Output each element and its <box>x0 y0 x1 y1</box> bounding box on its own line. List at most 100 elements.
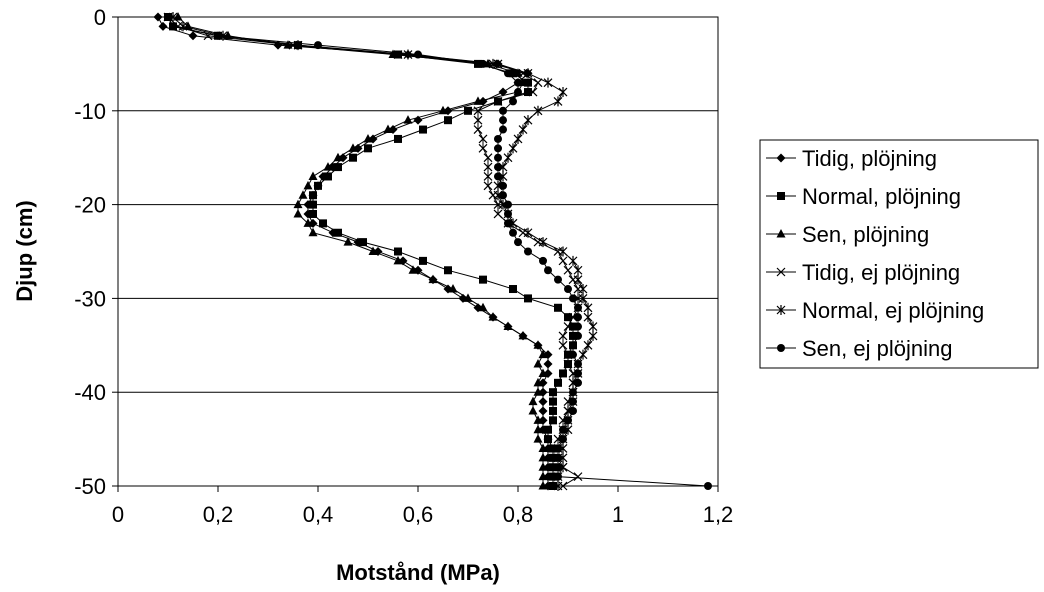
x-tick-label: 1 <box>612 502 624 527</box>
data-point <box>538 237 548 248</box>
data-point <box>549 482 557 490</box>
data-point <box>494 134 502 143</box>
legend-label: Sen, ej plöjning <box>802 336 952 361</box>
data-point <box>473 115 483 125</box>
data-point <box>549 416 557 425</box>
data-point <box>414 50 422 59</box>
legend-label: Tidig, ej plöjning <box>802 260 960 285</box>
data-point <box>518 330 528 340</box>
data-point <box>483 172 493 181</box>
data-point <box>483 162 493 172</box>
data-point <box>559 435 567 444</box>
data-point <box>533 78 543 88</box>
data-point <box>568 255 578 266</box>
data-point <box>419 125 427 134</box>
data-point <box>494 163 502 172</box>
data-point <box>473 106 483 116</box>
data-point <box>438 105 448 115</box>
data-point <box>394 247 402 256</box>
data-point <box>473 125 483 134</box>
data-point <box>574 369 582 378</box>
y-axis: 0 -10 -20 -30 -40 -50 <box>74 5 118 499</box>
legend-frame <box>759 139 1039 369</box>
data-point <box>324 172 332 181</box>
data-point <box>403 115 413 124</box>
data-point <box>499 116 507 125</box>
data-point <box>549 453 557 462</box>
data-point <box>549 388 557 397</box>
y-axis-title: Djup (cm) <box>12 200 37 301</box>
data-point <box>518 124 528 135</box>
data-point <box>479 59 487 68</box>
data-point <box>558 256 568 266</box>
data-point <box>523 68 533 79</box>
data-point <box>554 275 562 284</box>
data-point <box>523 115 533 126</box>
data-point <box>494 153 502 162</box>
data-point <box>513 68 523 77</box>
data-point <box>583 312 593 323</box>
data-point <box>543 359 553 369</box>
data-point <box>549 444 557 453</box>
data-point <box>348 143 358 152</box>
data-point <box>549 397 557 406</box>
legend-item: Sen, plöjning <box>766 222 929 247</box>
data-point <box>293 199 303 209</box>
data-point <box>364 144 372 153</box>
data-point <box>293 208 303 218</box>
data-point <box>569 397 577 406</box>
data-point <box>564 285 572 294</box>
x-axis-title: Motstånd (MPa) <box>336 560 500 585</box>
data-point <box>509 228 517 237</box>
x-tick-label: 1,2 <box>703 502 734 527</box>
data-point <box>533 424 543 434</box>
y-tick-label: 0 <box>94 5 106 30</box>
data-point <box>574 303 582 312</box>
data-point <box>588 330 598 341</box>
legend-item: Normal, plöjning <box>766 184 961 209</box>
data-point <box>504 69 512 78</box>
data-point <box>408 265 418 274</box>
data-point <box>573 274 583 285</box>
data-point <box>473 96 483 105</box>
data-point <box>524 78 532 87</box>
data-point <box>528 87 538 97</box>
data-point <box>448 284 458 293</box>
data-point <box>559 425 567 434</box>
data-point <box>533 105 543 116</box>
data-point <box>173 12 183 21</box>
data-point <box>479 275 487 284</box>
legend-label: Normal, plöjning <box>802 184 961 209</box>
data-point <box>513 133 523 144</box>
data-point <box>394 134 402 143</box>
legend-item: Tidig, ej plöjning <box>766 260 960 285</box>
data-point <box>543 77 553 88</box>
data-point <box>514 88 522 97</box>
data-point <box>303 180 313 190</box>
data-point <box>553 481 563 491</box>
data-point <box>333 152 343 162</box>
data-point <box>504 200 512 209</box>
data-point <box>383 124 393 134</box>
y-tick-label: -10 <box>74 99 106 124</box>
data-point <box>509 285 517 294</box>
data-point <box>533 415 543 424</box>
data-point <box>474 59 482 68</box>
data-point <box>776 153 786 163</box>
data-point <box>569 350 577 359</box>
data-point <box>563 265 573 275</box>
data-point <box>494 144 502 153</box>
y-tick-label: -20 <box>74 193 106 218</box>
x-tick-label: 0,2 <box>203 502 234 527</box>
legend-label: Normal, ej plöjning <box>802 298 984 323</box>
data-point <box>509 69 517 78</box>
data-point <box>428 274 438 284</box>
data-point <box>478 134 488 144</box>
x-tick-label: 0,6 <box>403 502 434 527</box>
data-point <box>549 406 557 415</box>
data-point <box>578 293 588 304</box>
data-point <box>583 340 593 351</box>
data-point <box>554 472 562 481</box>
x-tick-label: 0 <box>112 502 124 527</box>
data-point <box>533 340 543 349</box>
